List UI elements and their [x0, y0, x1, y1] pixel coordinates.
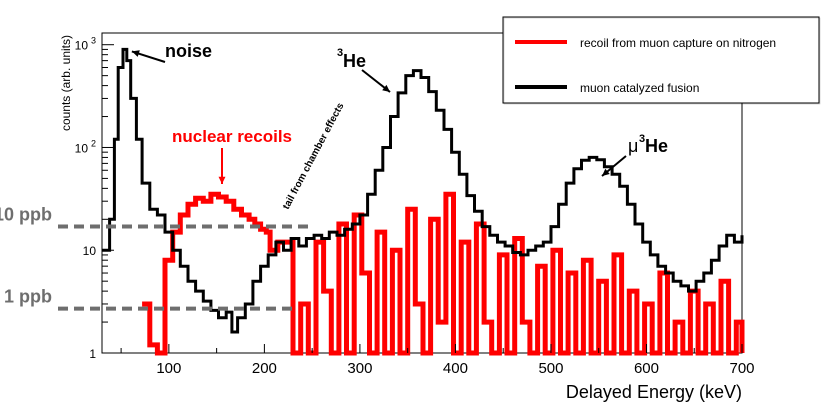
legend-label: recoil from muon capture on nitrogen [580, 36, 776, 50]
series-line-muon-catalyzed-fusion [102, 47, 744, 334]
x-tick-label: 200 [252, 360, 277, 377]
x-tick-label: 700 [729, 360, 754, 377]
annotation-tail-chamber-effects: tail from chamber effects [281, 101, 347, 212]
annotation-muhe3: He [645, 136, 668, 156]
series-line-nitrogen-recoil [142, 191, 745, 356]
x-axis-label: Delayed Energy (keV) [566, 382, 742, 402]
y-tick-label: 10 [75, 39, 89, 53]
y-tick-exponent: 3 [91, 36, 96, 46]
legend-shadow [503, 17, 821, 105]
reference-label-1-ppb: 1 ppb [4, 287, 52, 307]
annotation-noise-arrow-head [131, 50, 140, 57]
annotation-nuclear-recoils-arrow-head [218, 176, 226, 184]
y-tick-label: 10 [83, 244, 97, 258]
y-tick-exponent: 2 [91, 138, 96, 148]
y-tick-label: 10 [75, 141, 89, 155]
y-axis-label: counts (arb. units) [59, 35, 73, 131]
x-tick-label: 100 [156, 360, 181, 377]
reference-label-10-ppb: 10 ppb [0, 205, 52, 225]
annotation-noise: noise [165, 41, 212, 61]
y-tick-label: 1 [89, 347, 96, 361]
annotation-he3: He [343, 51, 366, 71]
annotation-nuclear-recoils: nuclear recoils [172, 127, 292, 146]
legend: recoil from muon capture on nitrogen muon… [502, 16, 821, 105]
legend-label: muon catalyzed fusion [580, 81, 699, 95]
annotation-he3-arrow-head [382, 84, 390, 92]
annotation-muhe3-arrow-head [602, 168, 610, 176]
x-tick-label: 400 [443, 360, 468, 377]
x-tick-label: 600 [634, 360, 659, 377]
x-tick-label: 300 [347, 360, 372, 377]
x-tick-label: 500 [538, 360, 563, 377]
annotation-muhe3-mu: μ [628, 136, 638, 156]
annotation-muhe3-superscript: 3 [639, 133, 645, 145]
annotation-he3-superscript: 3 [337, 47, 343, 59]
